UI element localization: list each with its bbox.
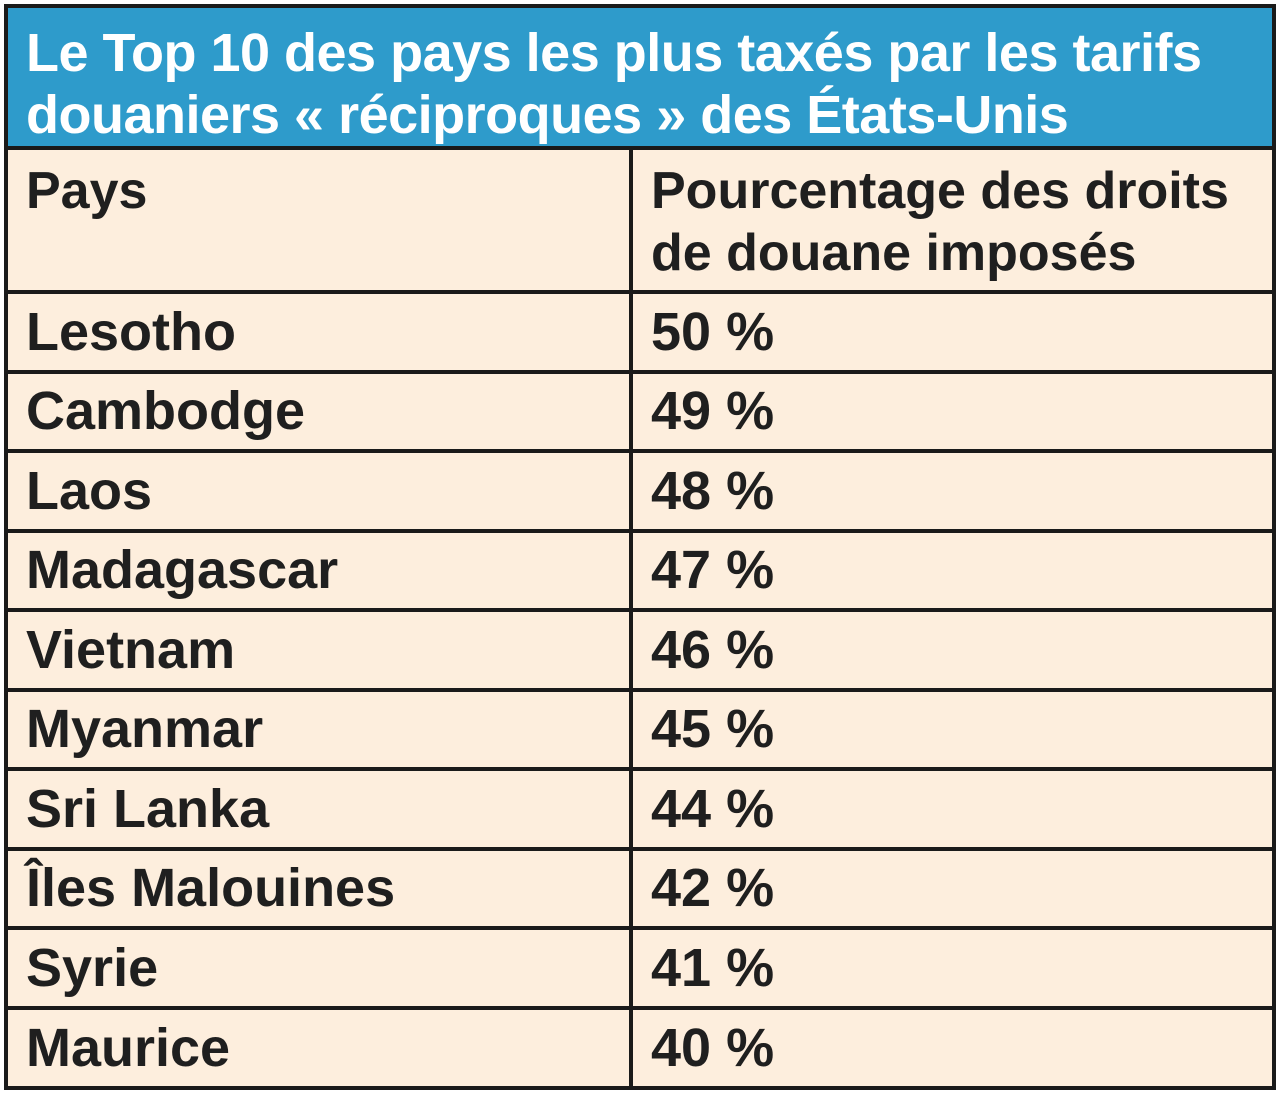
country-cell: Lesotho <box>8 292 633 374</box>
table-row: Madagascar 47 % <box>8 530 1272 612</box>
tariff-cell: 46 % <box>631 610 1272 692</box>
country-cell: Myanmar <box>8 689 633 771</box>
table-row: Cambodge 49 % <box>8 371 1272 453</box>
table-header-row: Pays Pourcentage des droits de douane im… <box>8 150 1272 294</box>
country-cell: Îles Malouines <box>8 848 633 930</box>
title-banner: Le Top 10 des pays les plus taxés par le… <box>8 8 1272 150</box>
country-cell: Syrie <box>8 928 633 1010</box>
tariff-cell: 47 % <box>631 530 1272 612</box>
column-header-country: Pays <box>8 150 633 294</box>
country-cell: Maurice <box>8 1007 633 1087</box>
tariff-cell: 44 % <box>631 769 1272 851</box>
tariff-cell: 42 % <box>631 848 1272 930</box>
tariff-cell: 49 % <box>631 371 1272 453</box>
country-cell: Sri Lanka <box>8 769 633 851</box>
tariff-cell: 48 % <box>631 451 1272 533</box>
country-cell: Cambodge <box>8 371 633 453</box>
table-row: Laos 48 % <box>8 451 1272 533</box>
table-row: Îles Malouines 42 % <box>8 848 1272 930</box>
table-row: Vietnam 46 % <box>8 610 1272 692</box>
table-row: Sri Lanka 44 % <box>8 769 1272 851</box>
country-cell: Vietnam <box>8 610 633 692</box>
table-title: Le Top 10 des pays les plus taxés par le… <box>26 23 1202 145</box>
tariff-cell: 45 % <box>631 689 1272 771</box>
tariff-cell: 40 % <box>651 1018 775 1079</box>
tariff-table-card: Le Top 10 des pays les plus taxés par le… <box>4 4 1276 1090</box>
table-row: Syrie 41 % <box>8 928 1272 1010</box>
table-row: Lesotho 50 % <box>8 292 1272 374</box>
country-cell: Madagascar <box>8 530 633 612</box>
country-cell: Laos <box>8 451 633 533</box>
column-header-tariff: Pourcentage des droits de douane imposés <box>631 150 1272 294</box>
tariff-cell: 50 % <box>631 292 1272 374</box>
table-row: Maurice 40 % <box>8 1007 1272 1087</box>
table-row: Myanmar 45 % <box>8 689 1272 771</box>
tariff-cell: 41 % <box>631 928 1272 1010</box>
tariff-table: Pays Pourcentage des droits de douane im… <box>8 150 1272 1087</box>
